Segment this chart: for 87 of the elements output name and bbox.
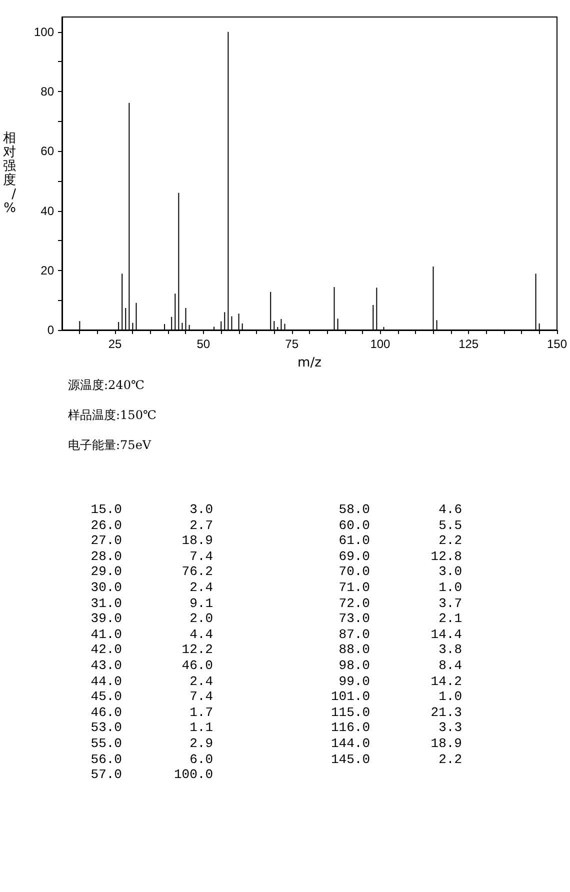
text: 101.0 — [330, 689, 370, 704]
text: 27.0 — [90, 533, 122, 548]
text: 61.0 — [338, 533, 370, 548]
text: 29.0 — [90, 564, 122, 580]
y-tick-label: 100 — [34, 24, 54, 39]
y-tick-label: 0 — [47, 323, 54, 337]
text: 8.4 — [438, 658, 462, 673]
text: 100.0 — [174, 767, 213, 782]
text: 电子能量:75eV — [68, 437, 152, 454]
text: 1.0 — [438, 580, 462, 595]
text: 73.0 — [338, 611, 370, 626]
text: 14.2 — [430, 674, 462, 689]
text: 30.0 — [90, 580, 122, 595]
text: 46.0 — [182, 658, 213, 673]
text: 1.7 — [190, 704, 213, 720]
text: 15.0 — [90, 502, 122, 517]
text: 53.0 — [90, 720, 122, 736]
text: 6.0 — [190, 752, 213, 767]
text: 2.9 — [190, 736, 213, 751]
text: 99.0 — [338, 674, 370, 689]
text: 69.0 — [338, 548, 370, 564]
text: 7.4 — [190, 548, 213, 564]
text: 样品温度:150℃ — [68, 407, 156, 424]
text: 9.1 — [190, 596, 213, 611]
text: 44.0 — [90, 674, 122, 689]
text: 1.0 — [438, 689, 462, 704]
text: 5.5 — [438, 518, 462, 533]
text: 3.7 — [438, 596, 462, 611]
text: 28.0 — [90, 548, 122, 564]
text: 2.2 — [438, 533, 462, 548]
text: 87.0 — [338, 626, 370, 642]
text: 18.9 — [182, 533, 213, 548]
x-tick-label: 150 — [546, 337, 568, 351]
text: 72.0 — [338, 596, 370, 611]
text: 71.0 — [338, 580, 370, 595]
y-tick-label: 60 — [40, 144, 54, 158]
text: 31.0 — [90, 596, 122, 611]
text: 45.0 — [90, 689, 122, 704]
text: 3.8 — [438, 642, 462, 658]
x-axis-title: m/z — [298, 356, 322, 370]
text: 145.0 — [330, 752, 370, 767]
text: 4.4 — [190, 626, 213, 642]
text: 2.1 — [438, 611, 462, 626]
text: 42.0 — [90, 642, 122, 658]
text: 2.4 — [190, 674, 213, 689]
text: 源温度:240℃ — [68, 377, 146, 394]
text: 115.0 — [330, 704, 370, 720]
text: 70.0 — [338, 564, 370, 580]
text: 3.0 — [438, 564, 462, 580]
text: 14.4 — [430, 626, 462, 642]
text: 2.2 — [438, 752, 462, 767]
x-tick-label: 125 — [458, 337, 479, 351]
x-tick-label: 100 — [370, 337, 391, 351]
y-tick-label: 20 — [40, 263, 54, 278]
text: 12.8 — [430, 548, 462, 564]
text: 57.0 — [90, 767, 122, 782]
text: 98.0 — [338, 658, 370, 673]
text: 116.0 — [330, 720, 370, 736]
text: 12.2 — [182, 642, 213, 658]
text: 39.0 — [90, 611, 122, 626]
text: 58.0 — [338, 502, 370, 517]
text: 3.0 — [190, 502, 213, 517]
text: 1.1 — [190, 720, 213, 736]
text: 43.0 — [90, 658, 122, 673]
text: 2.7 — [190, 518, 213, 533]
text: 46.0 — [90, 704, 122, 720]
text: 88.0 — [338, 642, 370, 658]
text: 55.0 — [90, 736, 122, 751]
text: 21.3 — [430, 704, 462, 720]
y-tick-label: 40 — [40, 204, 54, 218]
text: 18.9 — [430, 736, 462, 751]
text: 2.0 — [190, 611, 213, 626]
x-tick-label: 25 — [108, 337, 122, 351]
text: 41.0 — [90, 626, 122, 642]
text: 60.0 — [338, 518, 370, 533]
text: 144.0 — [330, 736, 370, 751]
x-tick-label: 75 — [285, 337, 299, 351]
x-tick-label: 50 — [196, 337, 210, 351]
text: 76.2 — [182, 564, 213, 580]
y-axis-title: 相对强度/% — [3, 131, 17, 216]
text: 7.4 — [190, 689, 213, 704]
text: 3.3 — [438, 720, 462, 736]
y-tick-label: 80 — [40, 84, 54, 99]
text: 26.0 — [90, 518, 122, 533]
text: 2.4 — [190, 580, 213, 595]
text: 56.0 — [90, 752, 122, 767]
text: 4.6 — [438, 502, 462, 517]
